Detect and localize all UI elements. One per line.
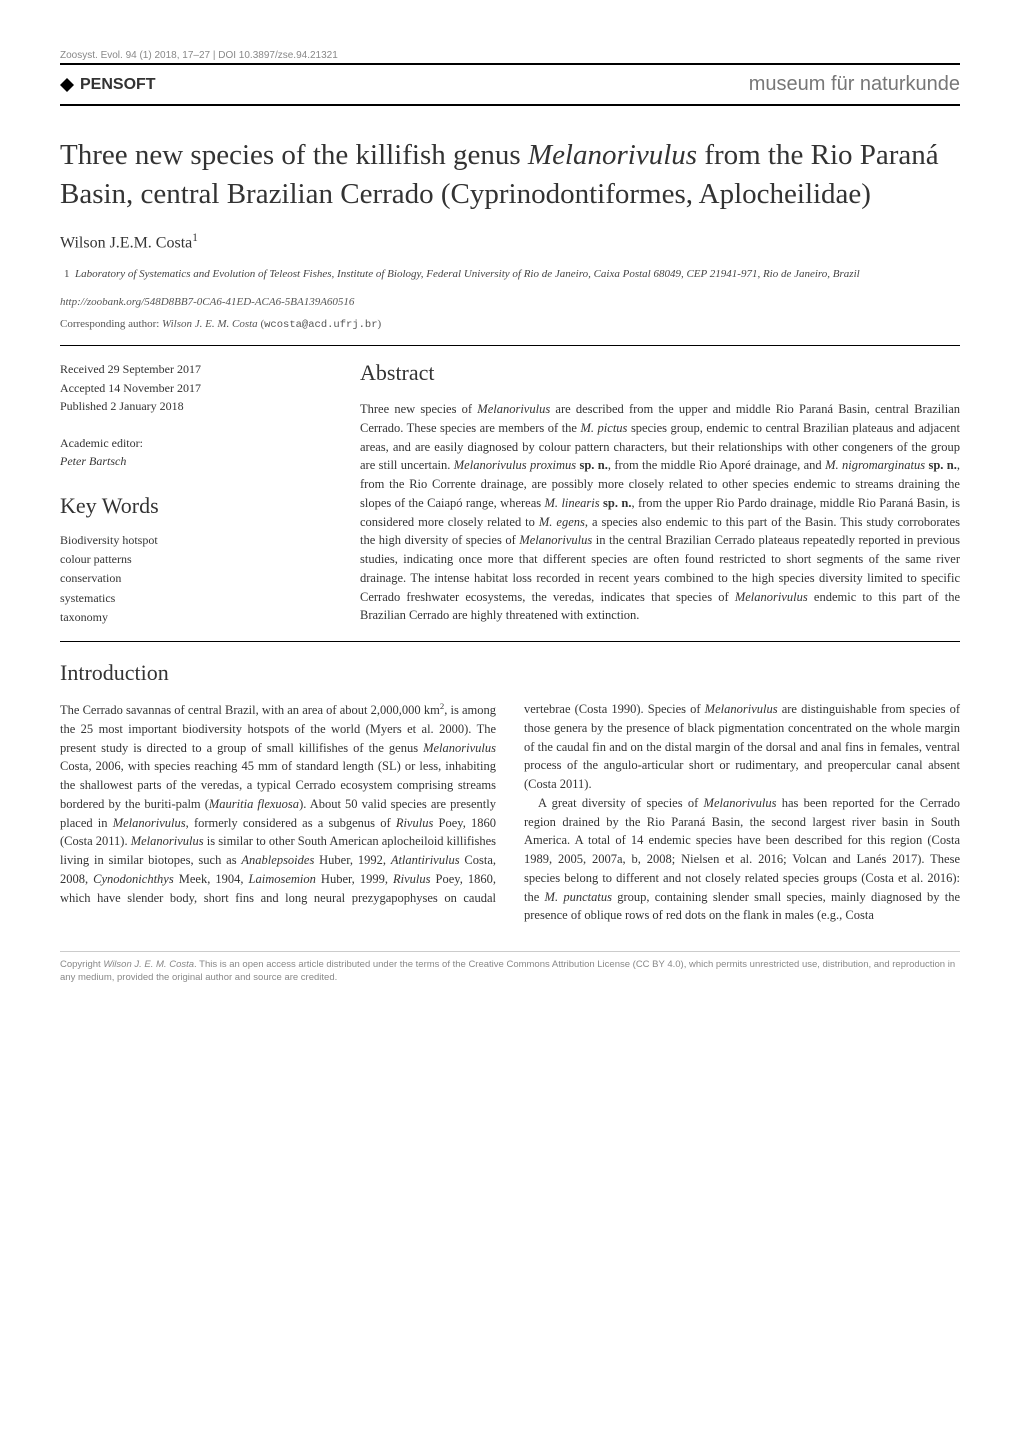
keywords-list: Biodiversity hotspot colour patterns con… (60, 531, 320, 627)
introduction-heading: Introduction (60, 660, 960, 686)
journal-meta: Zoosyst. Evol. 94 (1) 2018, 17–27 | DOI … (60, 50, 960, 61)
body-paragraph: A great diversity of species of Melanori… (524, 794, 960, 925)
academic-editor-block: Academic editor: Peter Bartsch (60, 434, 320, 471)
date-published: Published 2 January 2018 (60, 397, 320, 416)
article-dates: Received 29 September 2017 Accepted 14 N… (60, 360, 320, 416)
date-accepted: Accepted 14 November 2017 (60, 379, 320, 398)
author-name: Wilson J.E.M. Costa1 (60, 232, 960, 252)
date-received: Received 29 September 2017 (60, 360, 320, 379)
academic-editor-name: Peter Bartsch (60, 454, 126, 468)
author-affiliation: 1 Laboratory of Systematics and Evolutio… (60, 267, 960, 282)
keyword-item: Biodiversity hotspot (60, 531, 320, 550)
keyword-item: conservation (60, 569, 320, 588)
publisher-logo: PENSOFT (60, 76, 156, 94)
rule (60, 641, 960, 642)
abstract-heading: Abstract (360, 360, 960, 386)
keyword-item: colour patterns (60, 550, 320, 569)
introduction-body: The Cerrado savannas of central Brazil, … (60, 700, 960, 925)
abstract-text: Three new species of Melanorivulus are d… (360, 400, 960, 625)
author-email[interactable]: wcosta@acd.ufrj.br (264, 319, 377, 331)
logo-mark-icon (60, 78, 74, 92)
masthead: PENSOFT museum für naturkunde (60, 63, 960, 106)
keyword-item: taxonomy (60, 608, 320, 627)
zoobank-link[interactable]: http://zoobank.org/548D8BB7-0CA6-41ED-AC… (60, 296, 960, 308)
museum-name: museum für naturkunde (749, 73, 960, 96)
corresponding-author: Corresponding author: Wilson J. E. M. Co… (60, 318, 960, 331)
academic-editor-label: Academic editor: (60, 434, 320, 453)
publisher-name: PENSOFT (80, 76, 156, 94)
rule (60, 345, 960, 346)
article-title: Three new species of the killifish genus… (60, 136, 960, 214)
license-footer: Copyright Wilson J. E. M. Costa. This is… (60, 951, 960, 985)
keyword-item: systematics (60, 589, 320, 608)
keywords-heading: Key Words (60, 489, 320, 523)
